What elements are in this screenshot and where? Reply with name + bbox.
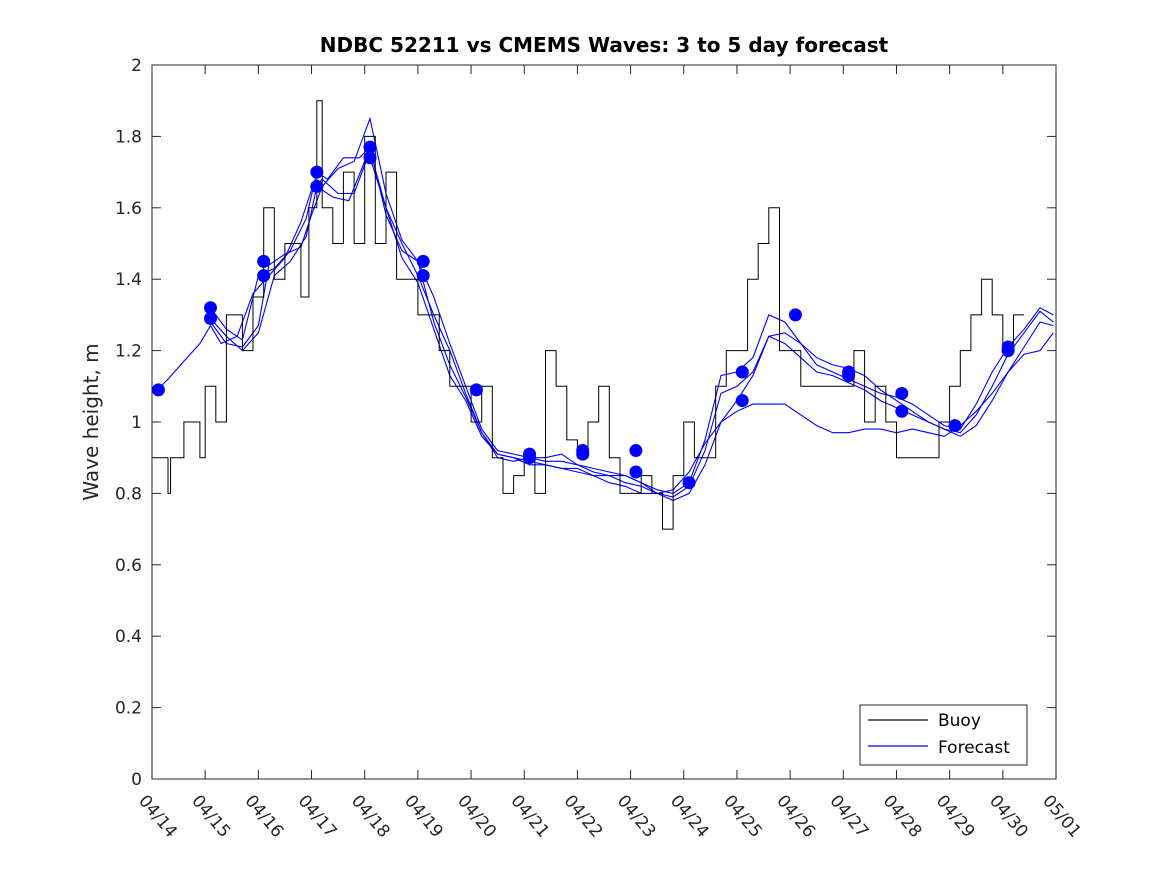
x-tick-label: 04/27 xyxy=(825,791,872,841)
x-tick-label: 04/17 xyxy=(294,791,341,841)
forecast-marker xyxy=(310,179,324,193)
chart-title: NDBC 52211 vs CMEMS Waves: 3 to 5 day fo… xyxy=(320,33,889,57)
forecast-marker xyxy=(842,369,856,383)
forecast-marker xyxy=(203,311,217,325)
forecast-marker xyxy=(948,419,962,433)
forecast-marker xyxy=(576,447,590,461)
x-tick-label: 04/22 xyxy=(560,791,607,841)
forecast-marker xyxy=(788,308,802,322)
x-tick-label: 05/01 xyxy=(1038,791,1085,841)
x-tick-label: 04/25 xyxy=(719,791,766,841)
forecast-marker xyxy=(895,404,909,418)
x-tick-label: 04/29 xyxy=(932,791,979,841)
x-tick-label: 04/14 xyxy=(134,791,181,841)
x-tick-label: 04/16 xyxy=(241,791,288,841)
series-layer xyxy=(152,100,1054,530)
forecast-marker xyxy=(257,254,271,268)
x-tick-label: 04/24 xyxy=(666,791,713,841)
x-tick-label: 04/21 xyxy=(506,791,553,841)
forecast-marker xyxy=(629,465,643,479)
y-tick-label: 0.8 xyxy=(115,484,142,504)
legend-label-buoy: Buoy xyxy=(938,711,981,731)
forecast-marker xyxy=(416,254,430,268)
buoy-series-line xyxy=(152,100,1025,530)
forecast-marker xyxy=(257,269,271,283)
forecast-marker xyxy=(735,394,749,408)
y-tick-label: 1.8 xyxy=(115,127,142,147)
y-tick-label: 1.4 xyxy=(115,270,142,290)
forecast-marker xyxy=(735,365,749,379)
forecast-marker xyxy=(682,476,696,490)
y-tick-label: 0.6 xyxy=(115,556,142,576)
y-axis: 0 0.2 0.4 0.6 0.8 1 1.2 1.4 1.6 1.8 2 xyxy=(115,56,1056,790)
forecast-marker xyxy=(151,383,165,397)
x-tick-label: 04/18 xyxy=(347,791,394,841)
forecast-marker xyxy=(363,151,377,165)
forecast-marker xyxy=(523,451,537,465)
forecast-marker xyxy=(416,269,430,283)
forecast-marker xyxy=(310,165,324,179)
forecast-series-line-2 xyxy=(210,156,1054,498)
marker-layer xyxy=(151,140,1015,490)
plot-border xyxy=(151,64,1057,780)
x-tick-label: 04/19 xyxy=(400,791,447,841)
forecast-marker xyxy=(629,444,643,458)
y-tick-label: 0 xyxy=(131,770,142,790)
legend-box xyxy=(859,704,1028,766)
y-tick-label: 2 xyxy=(131,56,142,76)
x-tick-label: 04/28 xyxy=(879,791,926,841)
legend-label-forecast: Forecast xyxy=(938,738,1010,758)
x-tick-label: 04/26 xyxy=(772,791,819,841)
y-tick-label: 0.4 xyxy=(115,627,142,647)
y-axis-label: Wave height, m xyxy=(79,343,103,500)
forecast-marker xyxy=(469,383,483,397)
forecast-marker xyxy=(363,140,377,154)
y-tick-label: 0.2 xyxy=(115,699,142,719)
legend: Buoy Forecast xyxy=(859,704,1028,766)
x-tick-label: 04/15 xyxy=(187,791,234,841)
forecast-marker xyxy=(895,386,909,400)
forecast-marker xyxy=(1001,344,1015,358)
y-tick-label: 1.2 xyxy=(115,342,142,362)
x-tick-label: 04/30 xyxy=(985,791,1032,841)
y-tick-label: 1 xyxy=(131,413,142,433)
forecast-marker xyxy=(203,301,217,315)
x-tick-label: 04/20 xyxy=(453,791,500,841)
plot-area xyxy=(152,65,1056,779)
y-tick-label: 1.6 xyxy=(115,199,142,219)
x-tick-label: 04/23 xyxy=(613,791,660,841)
forecast-series-line-3 xyxy=(210,116,1054,502)
